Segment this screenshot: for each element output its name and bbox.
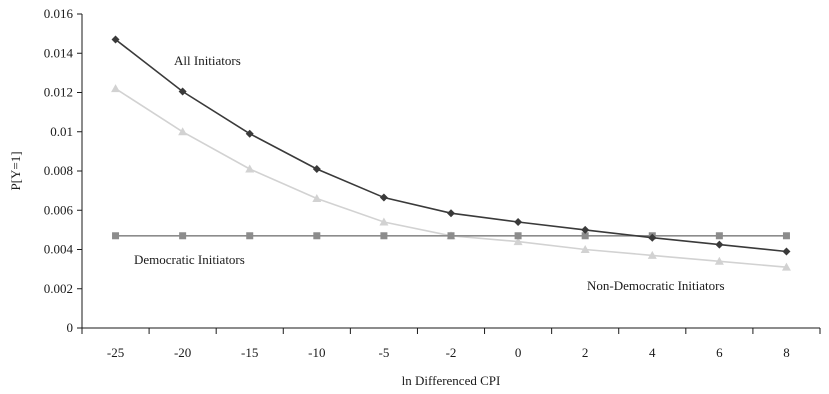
x-tick-label: -2 [446, 345, 457, 360]
data-point-all-initiators [312, 165, 321, 174]
x-tick-label: -5 [378, 345, 389, 360]
series-layer [111, 35, 791, 271]
data-point-all-initiators [782, 247, 791, 256]
data-point-all-initiators [379, 193, 388, 202]
data-point-democratic-initiators [715, 232, 723, 240]
data-point-democratic-initiators [581, 232, 589, 240]
data-point-democratic-initiators [179, 232, 187, 240]
data-point-democratic-initiators [313, 232, 321, 240]
x-tick-label: -20 [174, 345, 191, 360]
data-point-non-democratic-initiators [111, 84, 121, 93]
x-tick-label: 4 [649, 345, 656, 360]
data-point-democratic-initiators [246, 232, 254, 240]
data-point-all-initiators [648, 233, 657, 242]
x-tick-label: -25 [107, 345, 124, 360]
y-axis-title: P[Y=1] [8, 151, 23, 190]
data-point-non-democratic-initiators [513, 237, 523, 246]
data-point-all-initiators [715, 240, 724, 249]
data-point-non-democratic-initiators [781, 262, 791, 271]
y-tick-label: 0.002 [44, 281, 73, 296]
x-tick-label: 0 [515, 345, 522, 360]
data-point-all-initiators [111, 35, 120, 44]
data-point-democratic-initiators [782, 232, 790, 240]
y-tick-label: 0 [67, 320, 74, 335]
y-tick-label: 0.008 [44, 163, 73, 178]
x-tick-label: 8 [783, 345, 790, 360]
data-point-non-democratic-initiators [714, 256, 724, 265]
data-point-non-democratic-initiators [379, 217, 389, 226]
data-point-non-democratic-initiators [178, 127, 188, 136]
series-label-non-democratic-initiators: Non-Democratic Initiators [587, 278, 725, 293]
data-point-democratic-initiators [380, 232, 388, 240]
x-tick-label: -10 [308, 345, 325, 360]
y-tick-label: 0.012 [44, 85, 73, 100]
x-tick-label: 6 [716, 345, 723, 360]
series-label-democratic-initiators: Democratic Initiators [134, 252, 245, 267]
y-tick-label: 0.01 [50, 124, 73, 139]
x-tick-label: 2 [582, 345, 589, 360]
data-point-all-initiators [581, 225, 590, 234]
data-point-non-democratic-initiators [647, 250, 657, 259]
data-point-democratic-initiators [447, 232, 455, 240]
data-point-non-democratic-initiators [312, 193, 322, 202]
series-label-all-initiators: All Initiators [174, 53, 241, 68]
y-ticks: 0 0.002 0.004 0.006 0.008 0.01 0.012 0.014 0.016 [44, 6, 82, 335]
data-point-democratic-initiators [112, 232, 120, 240]
series-line-all-initiators [115, 38, 787, 253]
data-point-all-initiators [178, 87, 187, 96]
y-tick-label: 0.004 [44, 242, 74, 257]
x-ticks: -25 -20 -15 -10 -5 -2 0 2 4 6 8 [81, 328, 821, 360]
data-point-democratic-initiators [514, 232, 522, 240]
data-point-all-initiators [245, 129, 254, 138]
data-point-non-democratic-initiators [580, 245, 590, 253]
x-axis-title: ln Differenced CPI [402, 373, 501, 388]
y-tick-label: 0.016 [44, 6, 74, 21]
data-point-non-democratic-initiators [245, 164, 255, 173]
y-tick-label: 0.014 [44, 45, 74, 60]
data-point-all-initiators [514, 218, 523, 227]
x-tick-label: -15 [241, 345, 258, 360]
data-point-all-initiators [447, 209, 455, 218]
y-tick-label: 0.006 [44, 202, 74, 217]
